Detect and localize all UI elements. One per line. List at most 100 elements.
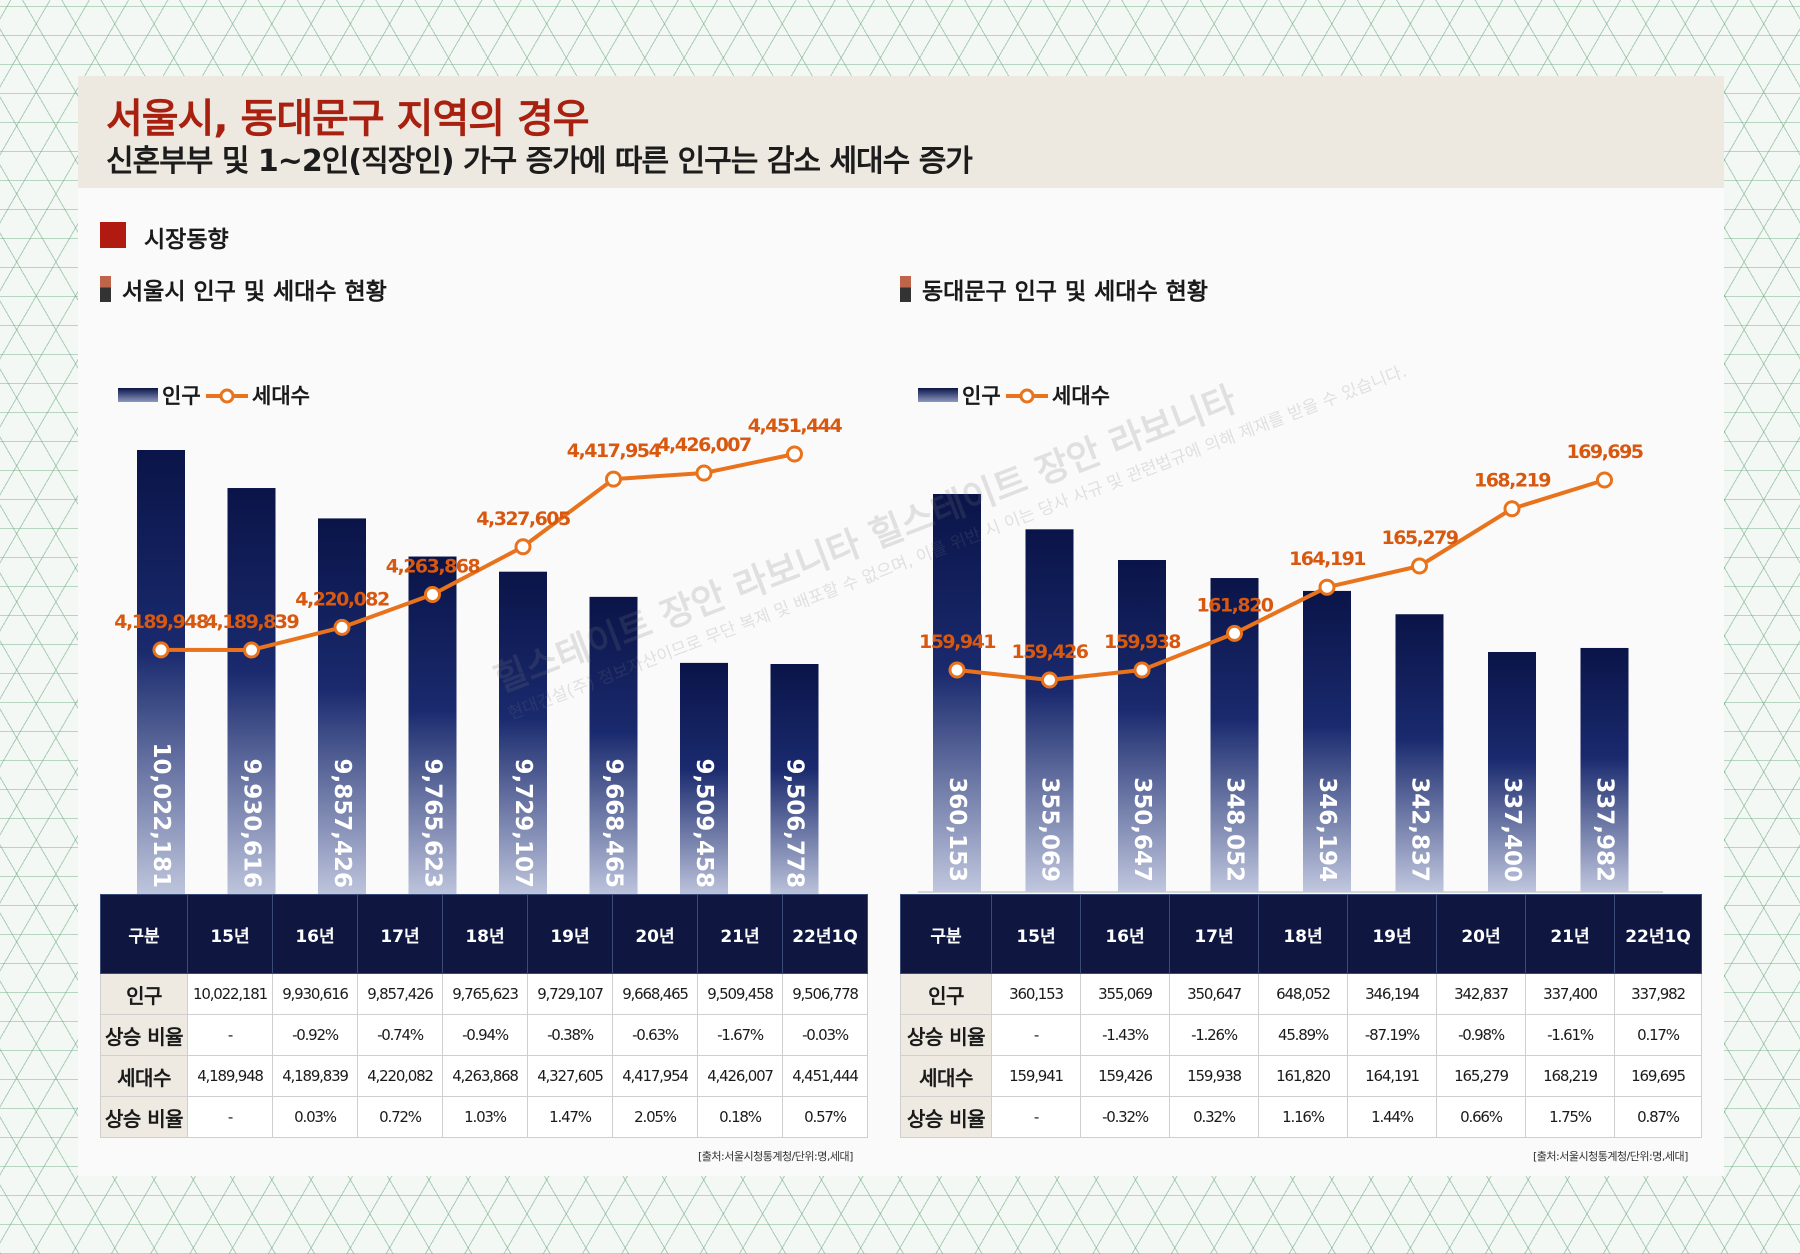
table-cell: 164,191 [1347,1055,1437,1097]
table-header-cell: 18년 [442,894,528,974]
bar-value-label: 9,930,616 [239,759,265,889]
bar-series: 360,153 355,069 350,647 348,052 346,194 342,8… [933,494,1629,892]
line-point [152,641,170,659]
line-point [514,538,532,556]
table-cell: 350,647 [1169,973,1259,1015]
line-value-label: 168,219 [1474,470,1550,492]
table-cell: 0.57% [782,1096,868,1138]
table-cell: 1.75% [1525,1096,1615,1138]
bar-value-label: 355,069 [1037,777,1063,882]
table-cell: -87.19% [1347,1014,1437,1056]
table-cell: 9,509,458 [697,973,783,1015]
table-cell: 169,695 [1614,1055,1702,1097]
line-point [424,586,441,604]
legend-bar-swatch [118,388,158,402]
table-cell: 2.05% [612,1096,698,1138]
table-cell: 159,426 [1080,1055,1170,1097]
table-cell: 159,938 [1169,1055,1259,1097]
line-value-label: 4,417,954 [567,440,662,462]
left-chart-title: 서울시 인구 및 세대수 현황 [122,279,387,305]
table-header-row: 구분 15년 16년 17년 18년 19년 20년 21년 22년1Q [900,894,1702,974]
line-value-label: 4,451,444 [748,415,843,437]
line-value-label: 4,327,605 [476,508,570,530]
bar-value-label: 360,153 [944,777,970,882]
table-cell: -1.43% [1080,1014,1170,1056]
legend: 인구 세대수 [918,384,1110,408]
table-cell: 159,941 [991,1055,1081,1097]
table-cell: 4,263,868 [442,1055,528,1097]
row-header-cell: 세대수 [900,1055,992,1097]
table-header-row: 구분 15년 16년 17년 18년 19년 20년 21년 22년1Q [100,894,868,974]
table-row: 인구 10,022,181 9,930,616 9,857,426 9,765,623 9… [100,973,868,1015]
content-panel: 서울시, 동대문구 지역의 경우 신혼부부 및 1~2인(직장인) 가구 증가에… [78,76,1724,1176]
table-cell: 9,765,623 [442,973,528,1015]
table-cell: 9,930,616 [272,973,358,1015]
table-cell: 1.44% [1347,1096,1437,1138]
table-cell: 360,153 [991,973,1081,1015]
table-cell: 165,279 [1436,1055,1526,1097]
table-cell: 346,194 [1347,973,1437,1015]
table-row: 상승 비율 -0.03% 0.72% 1.03% 1.47% 2.05% 0.18% 0.57… [100,1096,868,1138]
table-header-cell: 22년1Q [1614,894,1702,974]
line-point [333,618,351,636]
table-row: 상승 비율 - -1.43% -1.26% 45.89% -87.19% -0.98% -1.… [900,1014,1702,1056]
bar-value-label: 9,857,426 [329,759,355,889]
line-point [1133,661,1151,679]
right-source-note: [출처:서울시청통계청/단위:명,세대] [1533,1150,1688,1163]
bar [1580,647,1629,892]
row-header-cell: 상승 비율 [100,1096,188,1138]
table-cell: 168,219 [1525,1055,1615,1097]
right-chart-title: 동대문구 인구 및 세대수 현황 [922,279,1208,305]
table-cell: 10,022,181 [187,973,273,1015]
page-title: 서울시, 동대문구 지역의 경우 [106,96,590,142]
table-cell: 9,729,107 [527,973,613,1015]
bar-value-label: 337,982 [1592,777,1618,882]
table-header-cell: 15년 [991,894,1081,974]
seoul-table: 구분 15년 16년 17년 18년 19년 20년 21년 22년1Q 인구 10,022,181… [100,894,868,1138]
table-cell: -0.74% [357,1014,443,1056]
table-cell: 4,327,605 [527,1055,613,1097]
line-value-label: 4,220,082 [295,588,389,610]
table-cell: - [991,1014,1081,1056]
table-header-cell: 21년 [1525,894,1615,974]
table-header-cell: 17년 [357,894,443,974]
table-cell: 9,857,426 [357,973,443,1015]
legend-line-marker [219,388,235,404]
line-series: 159,941 159,426 159,938 161,820 164,191 165,2… [919,441,1644,689]
table-header-cell: 21년 [697,894,783,974]
table-cell: 1.47% [527,1096,613,1138]
left-title-marker [100,276,111,302]
bar-value-label: 9,509,458 [691,759,717,889]
table-cell: -1.67% [697,1014,783,1056]
table-cell: 337,400 [1525,973,1615,1015]
line-value-label: 161,820 [1196,594,1273,616]
line-value-label: 159,938 [1104,631,1181,653]
table-cell: 4,426,007 [697,1055,783,1097]
table-header-cell: 17년 [1169,894,1259,974]
legend-label-line: 세대수 [252,384,310,408]
header-band: 서울시, 동대문구 지역의 경우 신혼부부 및 1~2인(직장인) 가구 증가에… [78,76,1724,188]
line-value-label: 164,191 [1289,548,1365,570]
table-cell: 4,189,948 [187,1055,273,1097]
table-cell: -0.38% [527,1014,613,1056]
bar [499,571,547,898]
line-point [786,445,803,463]
row-header-cell: 상승 비율 [900,1014,992,1056]
table-cell: -0.98% [1436,1014,1526,1056]
row-header-cell: 상승 비율 [900,1096,992,1138]
bar [408,556,457,898]
bar-value-label: 9,765,623 [420,759,446,889]
line-point [695,464,713,482]
bar [589,596,638,898]
bar [933,494,981,892]
table-cell: 355,069 [1080,973,1170,1015]
dongdaemun-chart: 인구 세대수 360,153 355,069 350,647 348,052 346,194… [918,384,1663,932]
table-cell: -0.03% [782,1014,868,1056]
table-cell: 648,052 [1258,973,1348,1015]
table-header-cell: 18년 [1258,894,1348,974]
line-point [948,661,966,679]
row-header-cell: 상승 비율 [100,1014,188,1056]
legend-label-bar: 인구 [962,384,1001,408]
line-value-label: 4,189,948 [114,611,209,633]
